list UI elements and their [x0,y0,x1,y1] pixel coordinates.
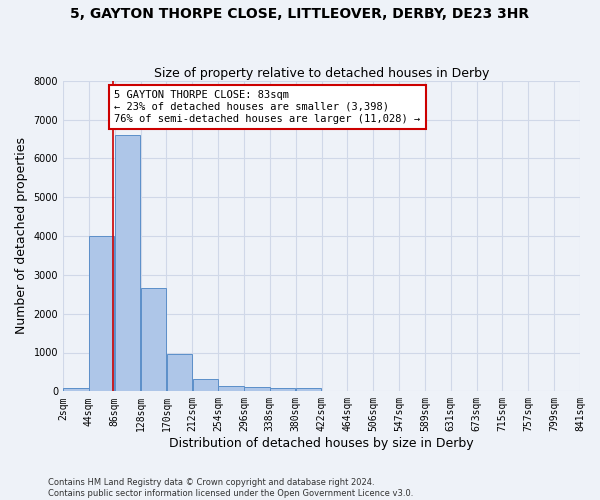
Bar [89,236,115,392]
Bar [296,388,321,392]
Text: Contains HM Land Registry data © Crown copyright and database right 2024.
Contai: Contains HM Land Registry data © Crown c… [48,478,413,498]
Bar [115,135,140,392]
Text: 5, GAYTON THORPE CLOSE, LITTLEOVER, DERBY, DE23 3HR: 5, GAYTON THORPE CLOSE, LITTLEOVER, DERB… [70,8,530,22]
Bar [167,354,192,392]
Bar [244,386,269,392]
Bar [141,288,166,392]
Text: 5 GAYTON THORPE CLOSE: 83sqm
← 23% of detached houses are smaller (3,398)
76% of: 5 GAYTON THORPE CLOSE: 83sqm ← 23% of de… [114,90,421,124]
Bar [270,388,295,392]
Bar [64,388,89,392]
X-axis label: Distribution of detached houses by size in Derby: Distribution of detached houses by size … [169,437,474,450]
Title: Size of property relative to detached houses in Derby: Size of property relative to detached ho… [154,66,489,80]
Bar [218,386,244,392]
Y-axis label: Number of detached properties: Number of detached properties [15,138,28,334]
Bar [193,379,218,392]
